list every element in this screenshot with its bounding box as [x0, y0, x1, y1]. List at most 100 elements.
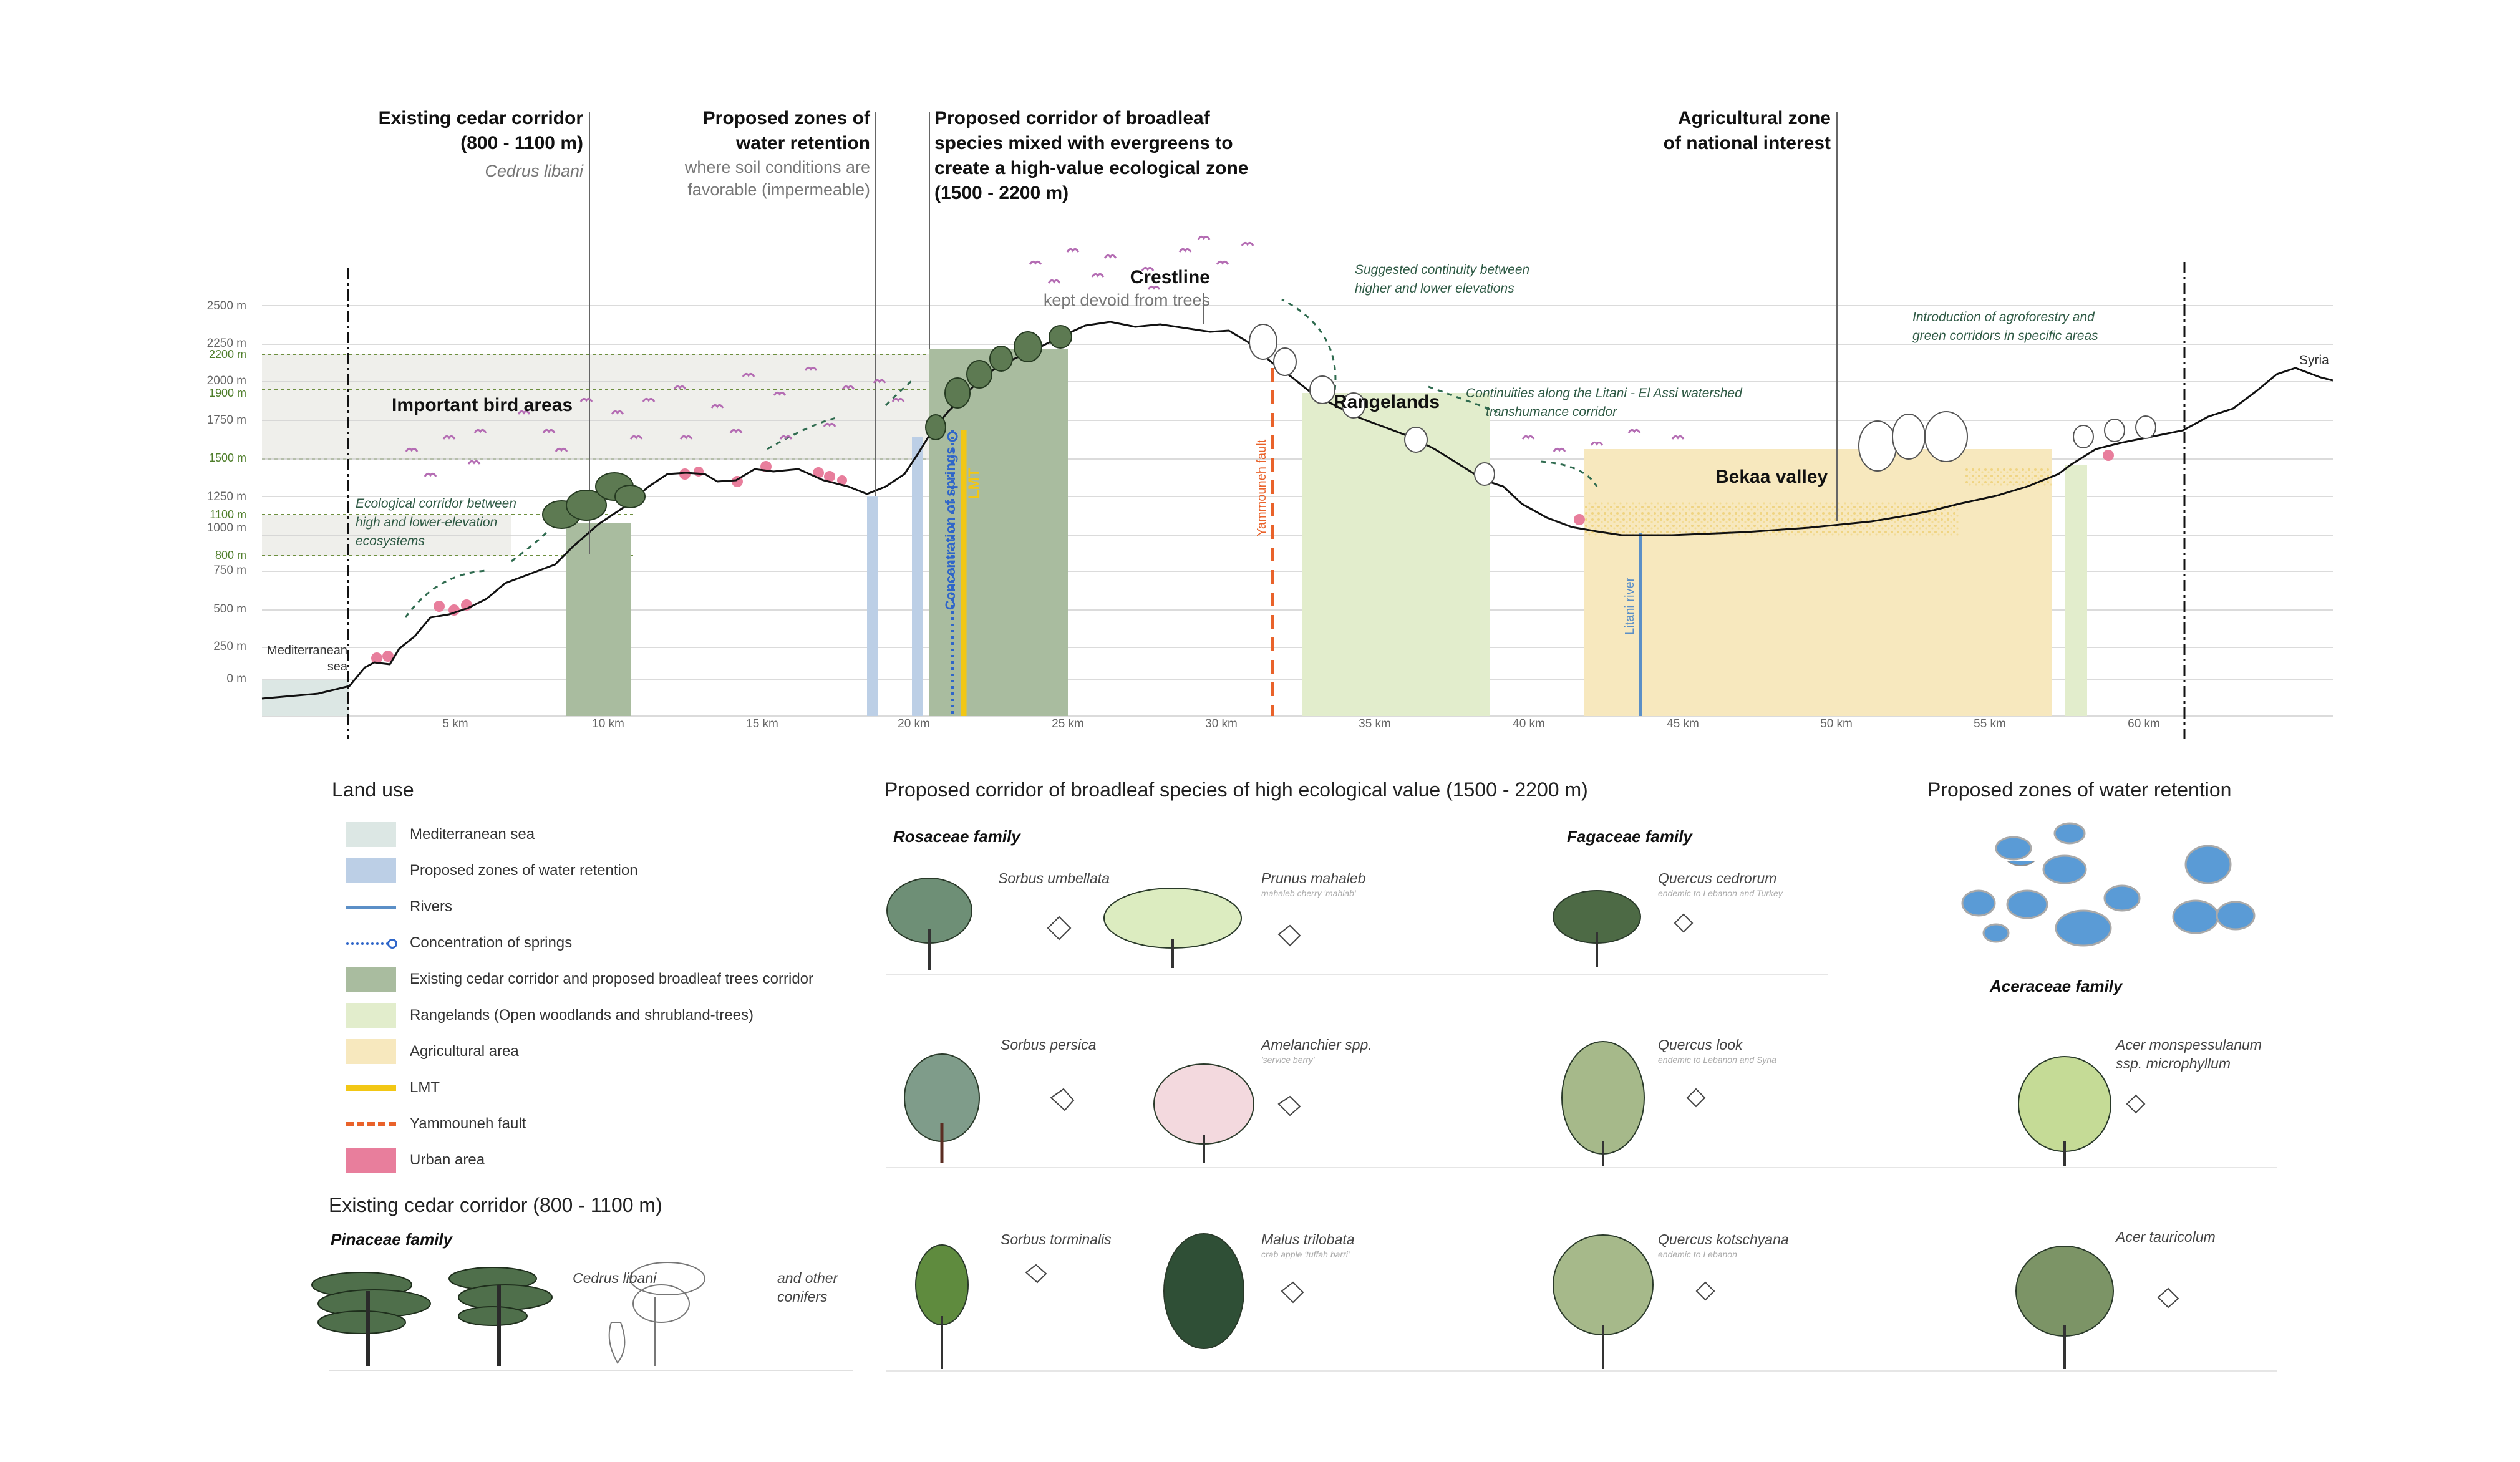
fault-label: Yammouneh fault [1255, 439, 1269, 536]
legend-swatch [346, 1003, 396, 1028]
bird-mark [1590, 441, 1604, 446]
x-tick: 35 km [1359, 717, 1391, 730]
y-tick: 500 m [213, 603, 246, 616]
species-name: Acer tauricolum [2116, 1229, 2216, 1245]
agricultural-area [1584, 449, 2052, 716]
y-tick: 1900 m [208, 387, 246, 399]
header-broadleaf-line4: (1500 - 2200 m) [934, 183, 1069, 203]
bird-mark [804, 366, 818, 371]
y-tick: 2250 m [206, 337, 246, 350]
header-water-sub2: favorable (impermeable) [687, 180, 870, 199]
bird-mark [779, 435, 793, 440]
x-tick: 30 km [1205, 717, 1238, 730]
species-label: Malus trilobata crab apple 'tuffah barri… [1261, 1230, 1355, 1260]
legend-label: Urban area [410, 1151, 485, 1168]
bird-mark [823, 422, 836, 427]
legend-label: Existing cedar corridor and proposed bro… [410, 971, 814, 987]
legend-item-rivers: Rivers [346, 894, 452, 919]
note-agroforestry: Introduction of agroforestry and green c… [1912, 308, 2098, 346]
note-line: Ecological corridor between [356, 496, 516, 511]
species-label: Prunus mahaleb mahaleb cherry 'mahlab' [1261, 869, 1366, 899]
bird-mark [405, 447, 419, 452]
species-sub: endemic to Lebanon [1658, 1249, 1737, 1259]
species-name: Sorbus umbellata [998, 870, 1110, 886]
lmt-label: LMT [966, 468, 982, 499]
header-water-line2: water retention [735, 133, 870, 153]
legend-swatch [346, 931, 397, 956]
x-tick: 55 km [1974, 717, 2006, 730]
legend-label: Agricultural area [410, 1043, 519, 1060]
rangelands-area [1302, 393, 1490, 716]
bird-mark [1197, 235, 1211, 240]
water-ponds-illustration [1961, 822, 2256, 947]
x-tick: 15 km [746, 717, 778, 730]
y-tick: 250 m [213, 640, 246, 653]
header-cedar-line1: Existing cedar corridor [378, 108, 583, 128]
species-name: Quercus kotschyana [1658, 1231, 1789, 1247]
bird-mark [467, 460, 481, 465]
bird-mark [742, 372, 755, 377]
species-label: Sorbus torminalis [1001, 1230, 1112, 1249]
other-conifers-line2: conifers [777, 1289, 828, 1305]
header-water-retention: Proposed zones of water retention where … [618, 106, 870, 201]
note-line: Suggested continuity between [1355, 263, 1530, 277]
x-tick: 10 km [592, 717, 624, 730]
rosaceae-family-label: Rosaceae family [893, 827, 1020, 846]
x-tick: 40 km [1513, 717, 1545, 730]
species-label: Amelanchier spp. 'service berry' [1261, 1035, 1372, 1065]
cedar-panel-title: Existing cedar corridor (800 - 1100 m) [329, 1194, 662, 1216]
legend-label: Mediterranean sea [410, 826, 535, 843]
x-tick: 50 km [1820, 717, 1853, 730]
water-retention-zone-2 [912, 437, 923, 716]
bekaa-valley-label: Bekaa valley [1715, 467, 1828, 487]
important-bird-areas-label: Important bird areas [392, 395, 573, 415]
note-line: Introduction of agroforestry and [1912, 310, 2095, 324]
terrain-profile [261, 321, 2333, 700]
broadleaf-panel-title: Proposed corridor of broadleaf species o… [884, 778, 1588, 801]
bird-mark [1103, 254, 1117, 259]
bird-mark [1241, 241, 1254, 246]
header-water-line1: Proposed zones of [702, 108, 870, 128]
legend-label: Proposed zones of water retention [410, 862, 638, 879]
bird-mark [1521, 435, 1535, 440]
legend-item-rangelands: Rangelands (Open woodlands and shrubland… [346, 1003, 754, 1028]
species-label: Acer tauricolum [2116, 1227, 2216, 1246]
water-panel-title: Proposed zones of water retention [1927, 778, 2232, 801]
legend-label: Rivers [410, 898, 453, 915]
legend-label: Concentration of springs [410, 934, 573, 951]
species-sub: 'service berry' [1261, 1055, 1315, 1065]
bird-mark [555, 447, 568, 452]
header-agri-line2: of national interest [1663, 133, 1831, 153]
legend-item-urban: Urban area [346, 1148, 485, 1173]
legend-item-springs: Concentration of springs [346, 931, 572, 956]
crestline-sublabel: kept devoid from trees [1043, 291, 1210, 309]
note-ecological-corridor: Ecological corridor between high and low… [356, 495, 516, 551]
note-line: transhumance corridor [1486, 405, 1617, 419]
bird-mark [1178, 248, 1192, 253]
species-sub: crab apple 'tuffah barri' [1261, 1249, 1350, 1259]
y-tick: 2000 m [206, 374, 246, 387]
bird-mark [1091, 273, 1105, 278]
bird-mark [1066, 248, 1080, 253]
bird-mark [642, 397, 656, 402]
species-illustrations [886, 861, 2277, 1372]
bird-mark [1141, 266, 1155, 271]
bird-mark [710, 404, 724, 409]
water-retention-zone-1 [867, 496, 878, 716]
species-name: Prunus mahaleb [1261, 870, 1366, 886]
legend-item-agricultural: Agricultural area [346, 1039, 519, 1064]
bird-mark [891, 397, 905, 402]
species-label: Sorbus umbellata [998, 869, 1110, 888]
species-sub: endemic to Lebanon and Turkey [1658, 888, 1783, 898]
bird-mark [611, 410, 624, 415]
sea-label-line2: sea [327, 660, 347, 674]
y-tick: 2500 m [206, 299, 246, 312]
legend-label: Rangelands (Open woodlands and shrubland… [410, 1007, 754, 1024]
legend-item-sea: Mediterranean sea [346, 822, 535, 847]
bird-mark [1553, 447, 1566, 452]
legend-swatch [346, 1148, 396, 1173]
legend-swatch [346, 967, 396, 992]
crestline-label: Crestline [1130, 267, 1210, 288]
legend-item-water: Proposed zones of water retention [346, 858, 638, 883]
x-tick: 45 km [1667, 717, 1699, 730]
